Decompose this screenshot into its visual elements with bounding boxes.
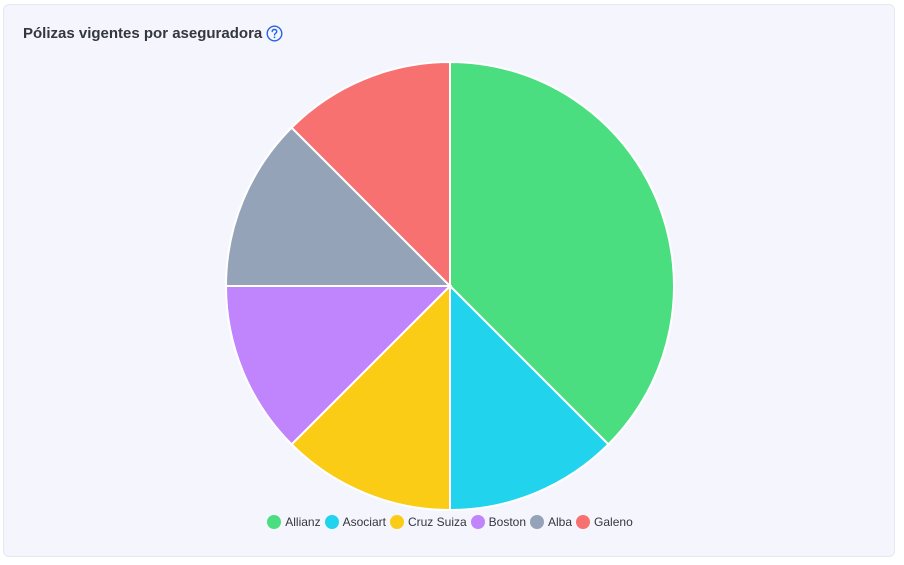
chart-legend: Allianz Asociart Cruz Suiza Boston Alba Galen… [4, 515, 896, 529]
card-header: Pólizas vigentes por aseguradora [23, 25, 283, 42]
legend-item-alba[interactable]: Alba [530, 515, 572, 529]
legend-label: Allianz [285, 515, 321, 529]
pie-slice-boston[interactable] [224, 285, 453, 446]
legend-label: Asociart [342, 515, 386, 529]
pie-slice-cruz-suiza[interactable] [290, 283, 451, 512]
legend-item-asociart[interactable]: Asociart [324, 515, 386, 529]
legend-label: Cruz Suiza [407, 515, 467, 529]
legend-label: Boston [488, 515, 527, 529]
legend-label: Galeno [594, 515, 633, 529]
legend-swatch [267, 515, 282, 529]
legend-item-galeno[interactable]: Galeno [576, 515, 633, 529]
pie-slice-alba[interactable] [224, 126, 453, 287]
legend-label: Alba [548, 515, 573, 529]
question-circle-icon[interactable] [266, 25, 283, 42]
legend-swatch [470, 515, 485, 529]
legend-swatch [576, 515, 591, 529]
pie-slice-asociart[interactable] [449, 283, 610, 512]
chart-title: Pólizas vigentes por aseguradora [23, 25, 263, 42]
legend-item-boston[interactable]: Boston [470, 515, 527, 529]
legend-swatch [530, 515, 545, 529]
chart-card: Pólizas vigentes por aseguradora Allianz… [3, 4, 895, 557]
pie-slice-allianz[interactable] [449, 60, 675, 446]
pie-chart [224, 60, 675, 512]
pie-slice-galeno[interactable] [290, 60, 451, 289]
legend-swatch [324, 515, 339, 529]
legend-swatch [389, 515, 404, 529]
legend-item-allianz[interactable]: Allianz [267, 515, 321, 529]
legend-item-cruz-suiza[interactable]: Cruz Suiza [389, 515, 467, 529]
